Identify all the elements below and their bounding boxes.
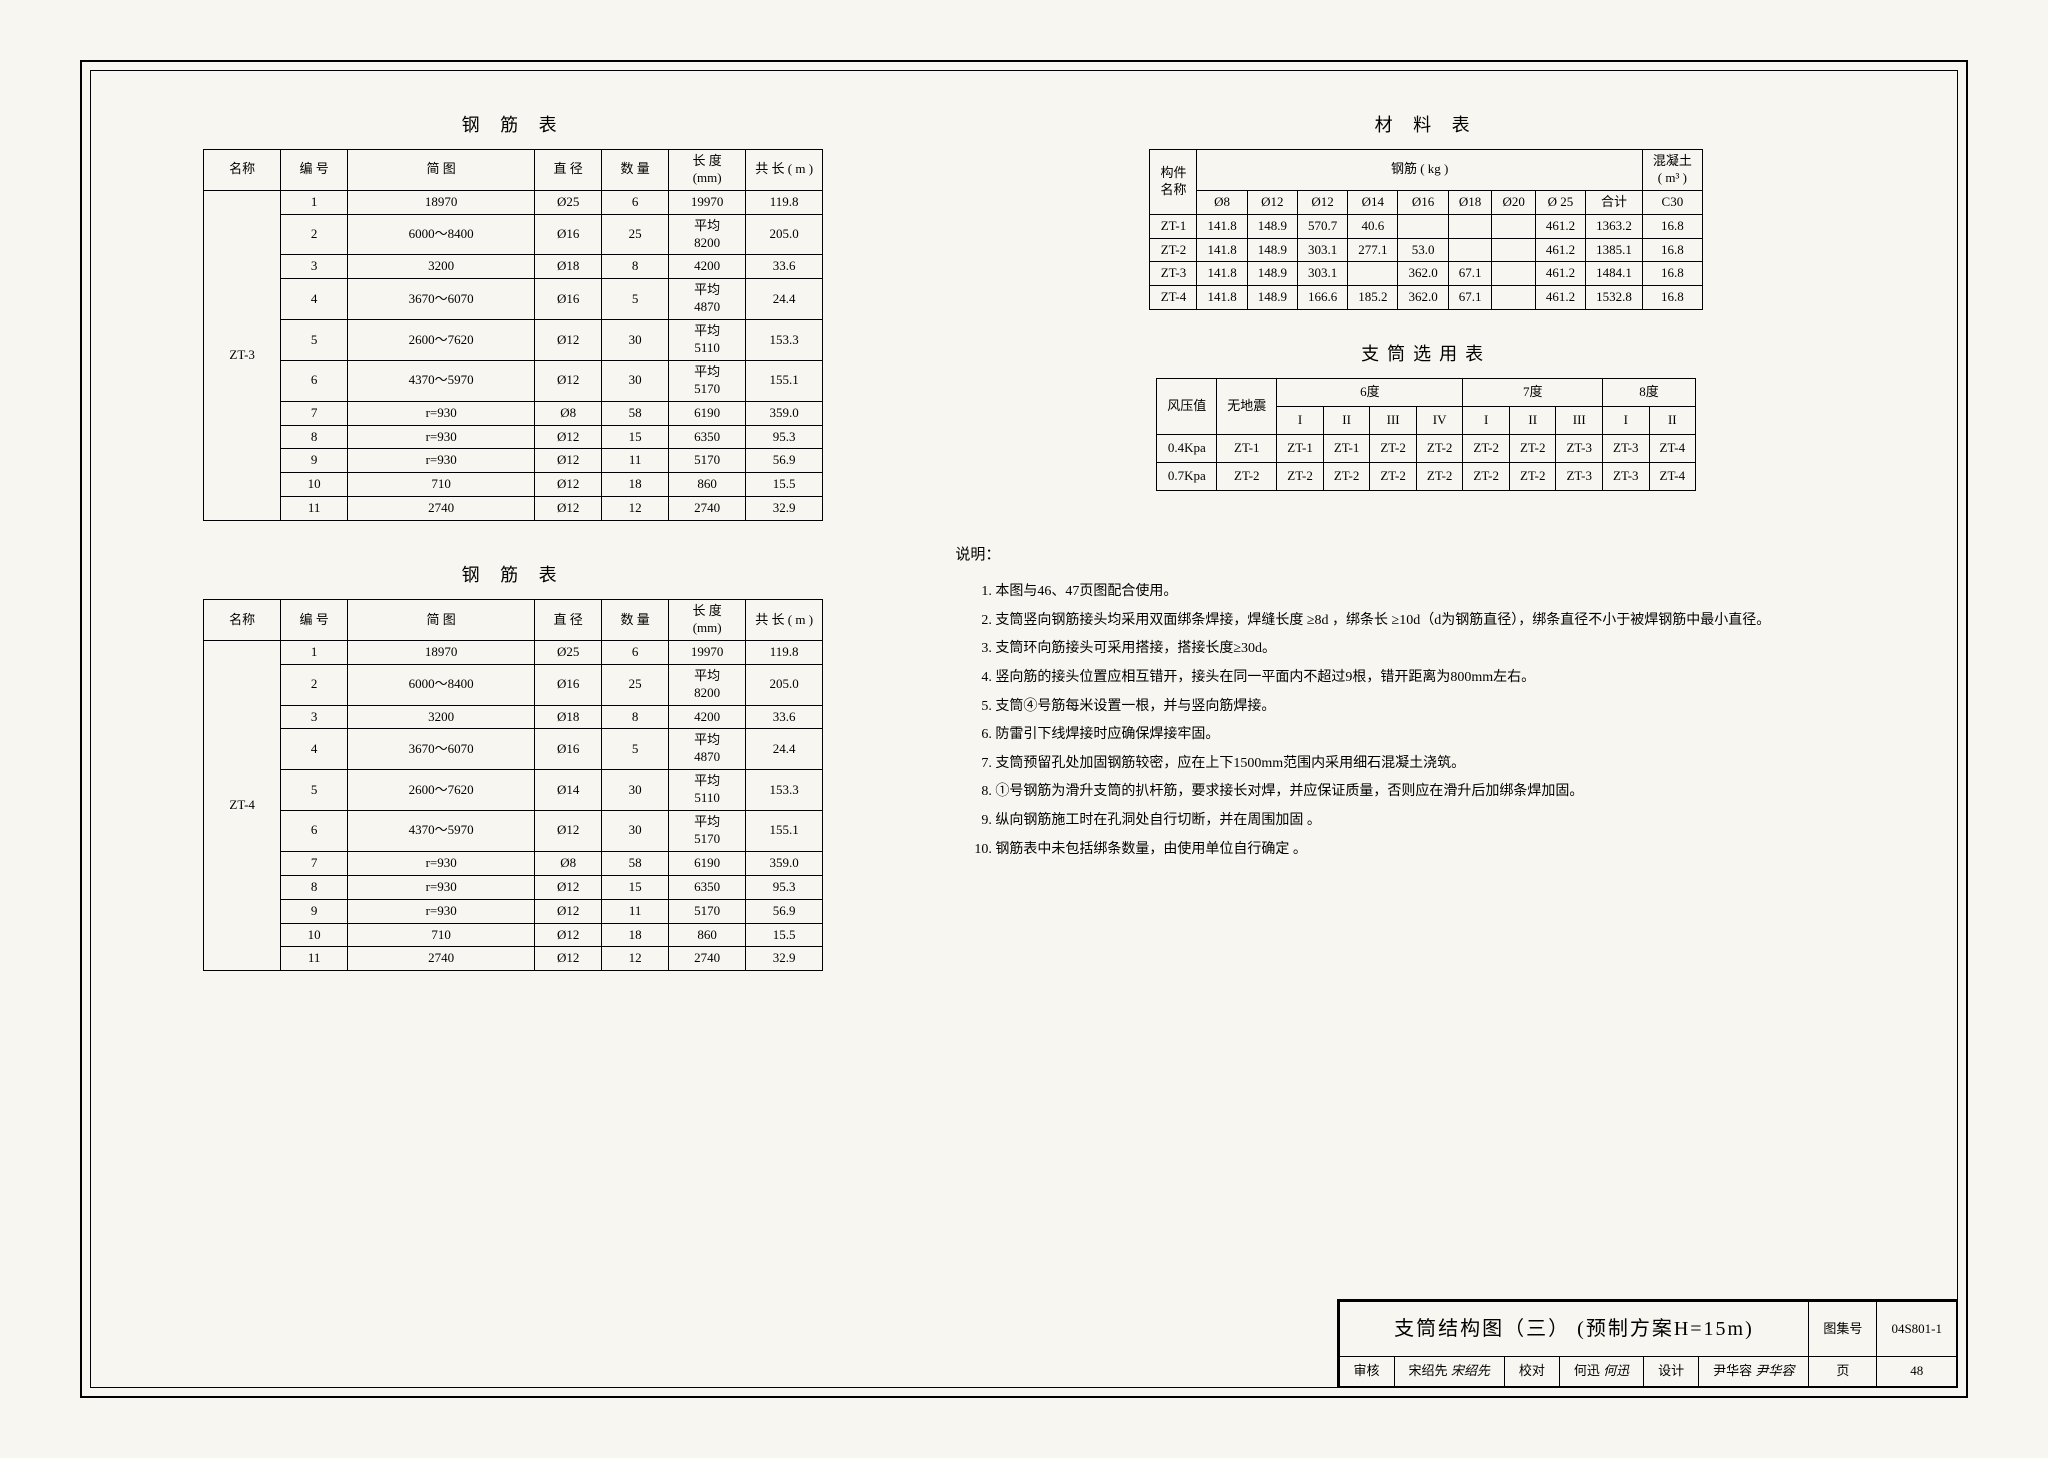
rebar-row: 43670～6070Ø165平均487024.4 xyxy=(204,729,823,770)
left-column: 钢 筋 表 名称 编 号 简 图 直 径 数 量 长 度 (mm) 共 长 ( … xyxy=(151,111,875,1267)
col-total: 共 长 ( m ) xyxy=(746,150,823,191)
selection-row: 0.4KpaZT-1ZT-1ZT-1ZT-2ZT-2ZT-2ZT-2ZT-3ZT… xyxy=(1157,435,1696,463)
material-row: ZT-2141.8148.9 303.1277.153.0 461.2 1385… xyxy=(1150,238,1702,262)
rebar-row: 52600～7620Ø1230平均5110153.3 xyxy=(204,320,823,361)
rebar-title: 钢 筋 表 xyxy=(203,111,823,137)
rebar-table: 名称 编 号 简 图 直 径 数 量 长 度 (mm) 共 长 ( m ) ZT… xyxy=(203,599,823,971)
page-number: 48 xyxy=(1877,1357,1957,1387)
note-item: 防雷引下线焊接时应确保焊接牢固。 xyxy=(995,722,1770,749)
rebar-row: 8r=930Ø1215635095.3 xyxy=(204,425,823,449)
rebar-row: 7r=930Ø8586190359.0 xyxy=(204,401,823,425)
note-item: 支筒预留孔处加固钢筋较密，应在上下1500mm范围内采用细石混凝土浇筑。 xyxy=(995,751,1770,778)
rebar-row: 64370～5970Ø1230平均5170155.1 xyxy=(204,360,823,401)
title-block: 支筒结构图（三） (预制方案H=15m) 图集号 04S801-1 审核 宋绍先… xyxy=(1337,1299,1957,1387)
rebar-row: 26000～8400Ø1625平均8200205.0 xyxy=(204,664,823,705)
drawing-title: 支筒结构图（三） (预制方案H=15m) xyxy=(1339,1302,1809,1357)
notes-title: 说明： xyxy=(955,541,1770,570)
rebar-row: 33200Ø188420033.6 xyxy=(204,255,823,279)
col-total: 共 长 ( m ) xyxy=(746,600,823,641)
review-label: 审核 xyxy=(1339,1357,1394,1387)
design-label: 设计 xyxy=(1644,1357,1699,1387)
selection-title: 支筒选用表 xyxy=(1156,340,1696,366)
col-dia: 直 径 xyxy=(535,600,602,641)
col-name: 名称 xyxy=(204,600,281,641)
col-sketch: 简 图 xyxy=(348,150,535,191)
check-label: 校对 xyxy=(1504,1357,1559,1387)
rebar-row: 64370～5970Ø1230平均5170155.1 xyxy=(204,811,823,852)
rebar-row: 8r=930Ø1215635095.3 xyxy=(204,875,823,899)
col-num: 编 号 xyxy=(281,600,348,641)
col-sketch: 简 图 xyxy=(348,600,535,641)
material-row: ZT-1141.8148.9 570.740.6 461.2 1363.216.… xyxy=(1150,214,1702,238)
right-column: 材 料 表 构件名称 钢筋 ( kg ) 混凝土( m³ ) Ø8Ø12Ø12 … xyxy=(875,111,1897,1267)
col-qty: 数 量 xyxy=(602,150,669,191)
rebar-row: 9r=930Ø1211517056.9 xyxy=(204,449,823,473)
material-table-block: 材 料 表 构件名称 钢筋 ( kg ) 混凝土( m³ ) Ø8Ø12Ø12 … xyxy=(1149,111,1702,310)
material-table: 构件名称 钢筋 ( kg ) 混凝土( m³ ) Ø8Ø12Ø12 Ø14Ø16… xyxy=(1149,149,1702,310)
col-name: 名称 xyxy=(204,150,281,191)
rebar-row: ZT-4118970Ø25619970119.8 xyxy=(204,640,823,664)
note-item: ①号钢筋为滑升支筒的扒杆筋，要求接长对焊，并应保证质量，否则应在滑升后加绑条焊加… xyxy=(995,779,1770,806)
note-item: 竖向筋的接头位置应相互错开，接头在同一平面内不超过9根，错开距离为800mm左右… xyxy=(995,665,1770,692)
rebar-row: ZT-3118970Ø25619970119.8 xyxy=(204,190,823,214)
col-num: 编 号 xyxy=(281,150,348,191)
setno: 04S801-1 xyxy=(1877,1302,1957,1357)
notes-block: 说明： 本图与46、47页图配合使用。支筒竖向钢筋接头均采用双面绑条焊接，焊缝长… xyxy=(955,541,1770,865)
col-dia: 直 径 xyxy=(535,150,602,191)
rebar-row: 26000～8400Ø1625平均8200205.0 xyxy=(204,214,823,255)
material-row: ZT-4141.8148.9 166.6185.2362.0 67.1461.2… xyxy=(1150,286,1702,310)
material-row: ZT-3141.8148.9 303.1362.0 67.1461.2 1484… xyxy=(1150,262,1702,286)
note-item: 钢筋表中未包括绑条数量，由使用单位自行确定 。 xyxy=(995,837,1770,864)
rebar-row: 112740Ø1212274032.9 xyxy=(204,947,823,971)
note-item: 支筒④号筋每米设置一根，并与竖向筋焊接。 xyxy=(995,694,1770,721)
note-item: 纵向钢筋施工时在孔洞处自行切断，并在周围加固 。 xyxy=(995,808,1770,835)
setno-label: 图集号 xyxy=(1809,1302,1877,1357)
selection-row: 0.7KpaZT-2ZT-2ZT-2ZT-2ZT-2ZT-2ZT-2ZT-3ZT… xyxy=(1157,462,1696,490)
section-name: ZT-4 xyxy=(204,640,281,970)
rebar-table: 名称 编 号 简 图 直 径 数 量 长 度 (mm) 共 长 ( m ) ZT… xyxy=(203,149,823,521)
rebar-row: 43670～6070Ø165平均487024.4 xyxy=(204,279,823,320)
rebar-title: 钢 筋 表 xyxy=(203,561,823,587)
selection-table: 风压值 无地震 6度 7度 8度 IIIIIIIVIIIIIIIII0.4Kpa… xyxy=(1156,378,1696,491)
note-item: 支筒竖向钢筋接头均采用双面绑条焊接，焊缝长度 ≥8d ，绑条长 ≥10d（d为钢… xyxy=(995,608,1770,635)
col-len: 长 度 (mm) xyxy=(669,150,746,191)
notes-list: 本图与46、47页图配合使用。支筒竖向钢筋接头均采用双面绑条焊接，焊缝长度 ≥8… xyxy=(955,579,1770,863)
note-item: 支筒环向筋接头可采用搭接，搭接长度≥30d。 xyxy=(995,636,1770,663)
rebar-row: 33200Ø188420033.6 xyxy=(204,705,823,729)
section-name: ZT-3 xyxy=(204,190,281,520)
rebar-row: 10710Ø121886015.5 xyxy=(204,923,823,947)
rebar-row: 52600～7620Ø1430平均5110153.3 xyxy=(204,770,823,811)
rebar-table-2: 钢 筋 表 名称 编 号 简 图 直 径 数 量 长 度 (mm) 共 长 ( … xyxy=(203,561,823,971)
rebar-row: 10710Ø121886015.5 xyxy=(204,473,823,497)
material-title: 材 料 表 xyxy=(1149,111,1702,137)
page-label: 页 xyxy=(1809,1357,1877,1387)
selection-table-block: 支筒选用表 风压值 无地震 6度 7度 8度 IIIIIIIVIIIIIIIII… xyxy=(1156,340,1696,491)
rebar-row: 112740Ø1212274032.9 xyxy=(204,497,823,521)
note-item: 本图与46、47页图配合使用。 xyxy=(995,579,1770,606)
rebar-table-1: 钢 筋 表 名称 编 号 简 图 直 径 数 量 长 度 (mm) 共 长 ( … xyxy=(203,111,823,521)
col-len: 长 度 (mm) xyxy=(669,600,746,641)
rebar-row: 7r=930Ø8586190359.0 xyxy=(204,851,823,875)
col-qty: 数 量 xyxy=(602,600,669,641)
rebar-row: 9r=930Ø1211517056.9 xyxy=(204,899,823,923)
